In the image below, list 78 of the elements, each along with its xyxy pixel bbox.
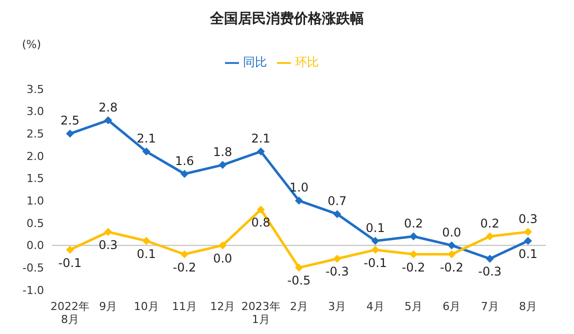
y-tick-label: 1.0	[26, 194, 44, 208]
point	[295, 196, 303, 205]
y-tick-label: 0.0	[26, 239, 44, 252]
point	[371, 246, 380, 254]
data-label: 2.1	[251, 132, 270, 146]
x-tick-label: 7月	[480, 300, 499, 313]
point	[295, 264, 303, 272]
point	[256, 206, 265, 214]
data-label: -0.1	[364, 256, 388, 270]
x-tick-label: 8月	[519, 300, 537, 313]
point	[104, 116, 112, 124]
point	[371, 236, 380, 245]
x-tick-label: 4月	[366, 300, 384, 313]
data-label: 1.8	[213, 144, 232, 159]
data-label: 0.0	[442, 225, 462, 240]
x-tick-label: 3月	[328, 300, 346, 313]
point	[333, 210, 342, 218]
y-tick-label: 1.5	[26, 172, 44, 186]
data-label: 0.2	[480, 216, 500, 230]
data-label: -0.3	[478, 264, 502, 279]
x-tick-label: 5月	[404, 300, 422, 313]
x-tick-label: 2023年 1月	[241, 300, 280, 326]
data-label: 0.1	[518, 246, 538, 261]
data-label: -0.5	[287, 274, 311, 288]
data-label: 0.0	[213, 251, 232, 266]
x-tick-label: 12月	[210, 300, 236, 313]
data-label: 2.1	[136, 132, 156, 146]
y-tick-label: 3.5	[26, 82, 44, 96]
data-label: 0.1	[366, 220, 385, 235]
point	[410, 250, 418, 258]
y-tick-label: 2.5	[26, 128, 44, 141]
data-label: -0.1	[58, 256, 82, 270]
data-label: 0.2	[404, 216, 424, 230]
point	[256, 148, 265, 156]
point	[180, 250, 188, 258]
data-label: 0.8	[251, 216, 270, 230]
x-tick-label: 9月	[99, 300, 118, 313]
data-label: -0.2	[172, 260, 196, 274]
data-label: 0.1	[136, 246, 156, 261]
y-tick-label: -1.0	[22, 284, 44, 297]
legend-label: 同比	[243, 55, 267, 69]
data-label: 1.0	[289, 180, 309, 195]
point	[486, 254, 494, 263]
point	[448, 241, 456, 250]
x-tick-label: 2022年 8月	[50, 300, 90, 326]
y-tick-label: 2.0	[26, 150, 44, 163]
data-label: 0.7	[328, 194, 347, 208]
y-axis-title: (%)	[22, 38, 42, 51]
point	[410, 232, 418, 240]
legend-label: 环比	[295, 55, 319, 69]
x-tick-label: 10月	[134, 300, 159, 313]
data-label: 2.5	[60, 114, 80, 128]
y-tick-label: 0.5	[26, 216, 44, 230]
x-tick-label: 2月	[290, 300, 308, 313]
x-tick-label: 11月	[172, 300, 197, 313]
y-tick-label: 3.0	[26, 105, 44, 118]
data-label: -0.2	[402, 260, 426, 274]
point	[104, 228, 112, 236]
data-label: 1.6	[174, 154, 194, 168]
x-tick-label: 6月	[442, 300, 461, 313]
data-label: -0.3	[325, 264, 349, 279]
point	[180, 170, 188, 178]
data-label: -0.2	[440, 260, 464, 274]
point	[524, 228, 532, 236]
data-label: 0.3	[98, 238, 118, 252]
chart-title: 全国居民消费价格涨跌幅	[209, 10, 365, 28]
data-label: 0.3	[518, 212, 538, 226]
point	[218, 241, 227, 250]
point	[142, 236, 150, 245]
point	[486, 232, 494, 240]
point	[66, 130, 74, 138]
point	[218, 160, 227, 169]
point	[524, 236, 532, 245]
data-label: 2.8	[98, 100, 118, 114]
y-tick-label: -0.5	[22, 262, 44, 275]
point	[66, 246, 74, 254]
point	[142, 148, 150, 156]
point	[333, 254, 342, 263]
